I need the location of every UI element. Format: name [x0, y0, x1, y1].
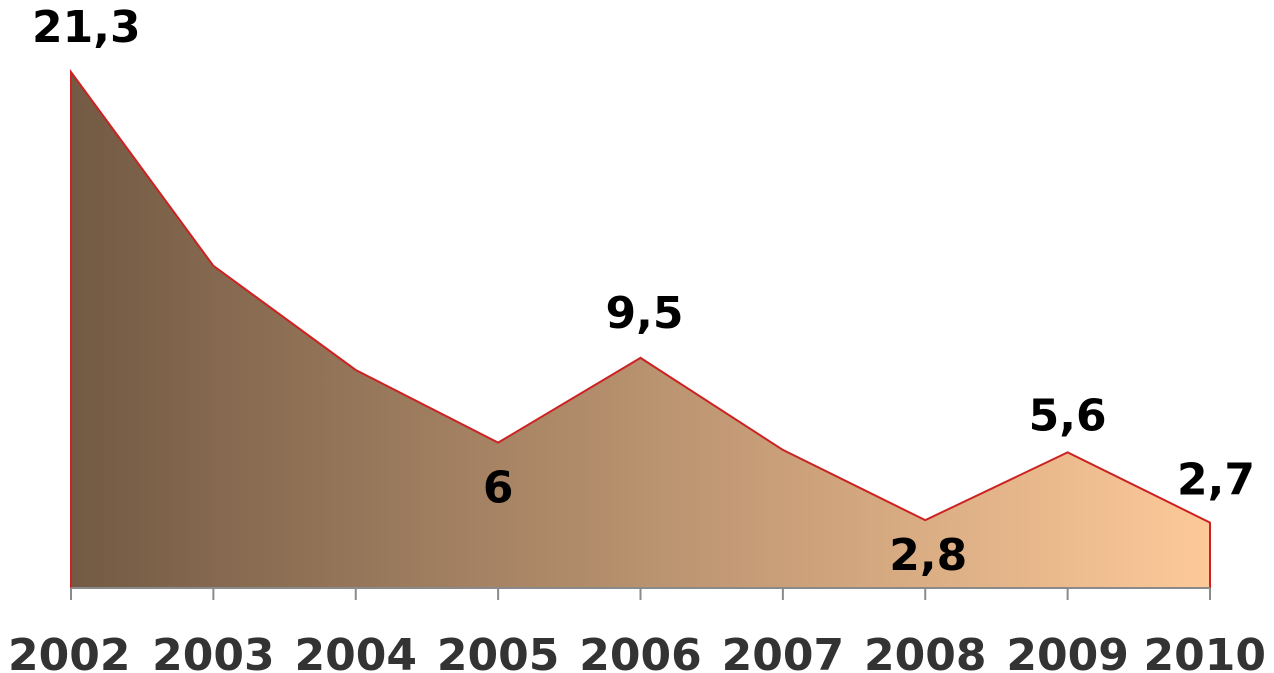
data-labels: 21,3 6 9,5 2,8 5,6 2,7 [32, 2, 1255, 581]
x-axis-tick-labels: 2002 2003 2004 2005 2006 2007 2008 2009 2010 [8, 630, 1266, 673]
data-label-2009: 5,6 [1029, 390, 1107, 441]
data-label-2006: 9,5 [606, 288, 684, 339]
area-fill [71, 72, 1210, 588]
x-tick-label-2006: 2006 [579, 630, 701, 673]
data-label-2010: 2,7 [1177, 455, 1255, 506]
x-tick-label-2004: 2004 [295, 630, 417, 673]
data-label-2008: 2,8 [889, 530, 967, 581]
data-label-2005: 6 [483, 463, 514, 514]
area-series-line [70, 68, 1211, 588]
x-axis-ticks [70, 588, 1211, 600]
data-label-2002: 21,3 [32, 2, 141, 53]
x-tick-label-2008: 2008 [864, 630, 986, 673]
x-tick-label-2002: 2002 [8, 630, 130, 673]
x-tick-label-2010: 2010 [1144, 630, 1266, 673]
x-tick-label-2009: 2009 [1006, 630, 1128, 673]
x-tick-label-2007: 2007 [722, 630, 844, 673]
x-tick-label-2003: 2003 [152, 630, 274, 673]
x-tick-label-2005: 2005 [437, 630, 559, 673]
